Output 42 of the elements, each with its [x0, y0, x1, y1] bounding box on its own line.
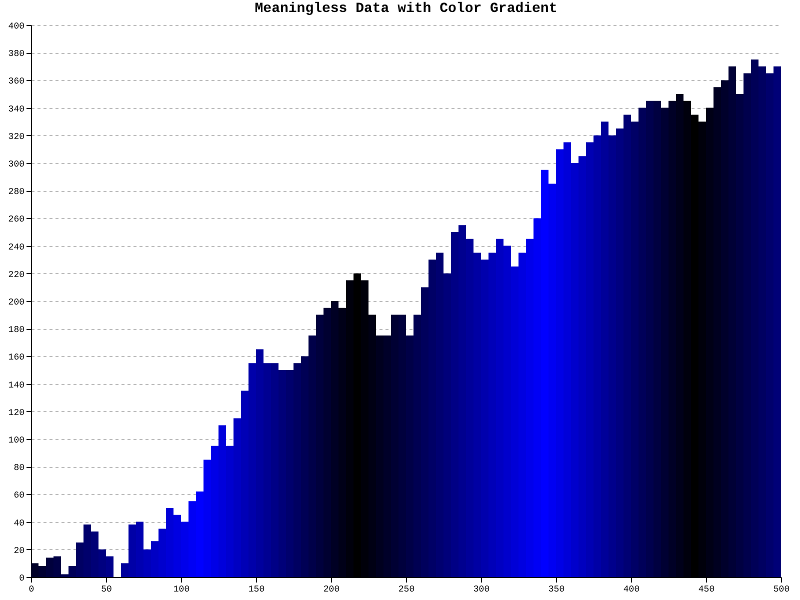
- x-tick-label: 0: [28, 584, 34, 594]
- x-tick-label: 400: [623, 584, 640, 594]
- bar: [594, 135, 601, 577]
- x-tick-label: 150: [248, 584, 265, 594]
- y-tick-label: 180: [8, 325, 24, 336]
- x-tick-label: 200: [323, 584, 340, 594]
- bar: [571, 163, 578, 577]
- y-tick-label: 140: [8, 380, 24, 390]
- bar: [684, 100, 691, 577]
- bar: [661, 108, 668, 577]
- x-tick-label: 500: [773, 584, 790, 594]
- y-tick-label: 340: [8, 104, 24, 114]
- y-tick-label: 320: [8, 132, 24, 142]
- x-tick-label: 350: [548, 584, 565, 594]
- bar: [654, 100, 661, 577]
- bar: [631, 122, 638, 577]
- y-tick-label: 160: [8, 352, 24, 363]
- x-tick-label: 250: [398, 584, 415, 594]
- y-tick-label: 40: [14, 518, 24, 528]
- y-tick-label: 60: [14, 490, 24, 501]
- x-tick-label: 450: [698, 584, 715, 594]
- x-tick-label: 100: [173, 584, 190, 594]
- bar: [624, 114, 631, 577]
- y-tick-label: 20: [14, 546, 24, 556]
- y-tick-label: 300: [8, 160, 24, 170]
- x-tick-label: 300: [473, 584, 490, 594]
- y-tick-label: 360: [8, 76, 24, 87]
- y-tick-label: 260: [8, 214, 24, 225]
- y-tick-label: 80: [14, 463, 24, 474]
- y-tick-label: 100: [8, 436, 24, 446]
- y-tick-label: 380: [8, 49, 24, 60]
- chart-title: Meaningless Data with Color Gradient: [254, 1, 558, 17]
- y-tick-label: 0: [19, 574, 24, 584]
- bar: [564, 142, 571, 577]
- bar: [601, 122, 608, 577]
- y-tick-label: 240: [8, 242, 24, 252]
- y-tick-label: 120: [8, 408, 24, 418]
- y-tick-label: 220: [8, 270, 24, 280]
- x-tick-label: 50: [101, 584, 112, 594]
- y-tick-label: 400: [8, 22, 24, 32]
- y-tick-label: 280: [8, 187, 24, 198]
- y-tick-label: 200: [8, 298, 24, 308]
